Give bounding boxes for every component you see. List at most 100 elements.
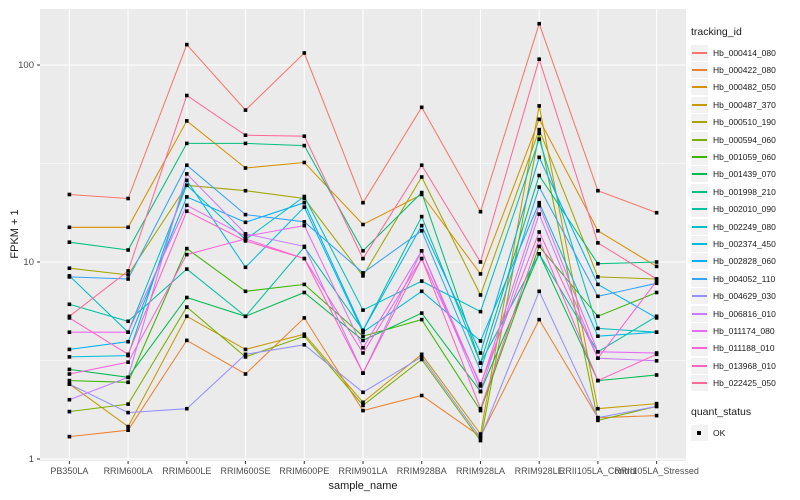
legend-item-Hb_000487_370: Hb_000487_370 [691, 96, 799, 113]
data-point [126, 319, 130, 324]
data-point [478, 438, 483, 443]
data-point [361, 222, 365, 227]
data-point [302, 134, 307, 138]
data-point [419, 279, 424, 283]
data-point [67, 347, 72, 352]
data-point [537, 252, 541, 256]
data-point [654, 373, 659, 377]
data-point [361, 334, 365, 338]
data-point [185, 141, 189, 146]
legend-item-Hb_001998_210: Hb_001998_210 [691, 183, 799, 200]
data-point [243, 237, 248, 241]
legend-item-Hb_022425_050: Hb_022425_050 [691, 374, 799, 392]
legend-key [691, 166, 708, 183]
data-point [67, 409, 72, 414]
data-point [243, 372, 248, 376]
data-point [419, 355, 424, 359]
line-swatch-icon [692, 121, 707, 124]
data-point [302, 290, 307, 295]
legend-item-Hb_013968_010: Hb_013968_010 [691, 357, 799, 374]
data-point [596, 356, 600, 360]
data-point [596, 378, 600, 383]
data-point [126, 330, 130, 334]
legend-key [691, 62, 708, 79]
data-point [361, 249, 365, 253]
data-point [126, 273, 130, 277]
line-swatch-icon [692, 156, 707, 159]
legend-item-label: Hb_000510_190 [713, 117, 776, 128]
data-point [654, 401, 659, 406]
data-point [596, 275, 600, 279]
data-point [302, 282, 307, 287]
data-point [302, 196, 307, 201]
line-swatch-icon [692, 69, 707, 72]
data-point [537, 21, 541, 26]
data-point [67, 434, 72, 439]
data-point [478, 351, 483, 355]
point-marker-icon [697, 430, 701, 435]
data-point [302, 194, 307, 199]
data-point [478, 293, 483, 297]
legend-item-Hb_000594_060: Hb_000594_060 [691, 131, 799, 148]
data-point [185, 172, 189, 176]
y-tick-label: 100 [18, 60, 34, 71]
data-point [243, 234, 248, 239]
data-point [243, 239, 248, 243]
line-swatch-icon [692, 295, 707, 298]
data-point [126, 424, 130, 429]
line-swatch-icon [692, 364, 707, 367]
legend-item-label: Hb_001998_210 [713, 186, 776, 197]
data-point [185, 183, 189, 188]
data-point [126, 360, 130, 364]
data-point [302, 205, 307, 209]
data-point [302, 143, 307, 148]
data-point [654, 290, 659, 295]
data-point [67, 266, 72, 270]
data-point [537, 289, 541, 294]
data-point [654, 359, 659, 363]
data-point [126, 352, 130, 357]
legend-item-Hb_004629_030: Hb_004629_030 [691, 287, 799, 305]
legend-item-label: Hb_022425_050 [713, 378, 776, 389]
data-point [67, 378, 72, 383]
data-point [361, 308, 365, 312]
line-swatch-icon [692, 225, 707, 228]
data-point [302, 160, 307, 165]
data-point [654, 281, 659, 286]
data-point [361, 200, 365, 205]
data-point [654, 316, 659, 320]
data-point [361, 390, 365, 395]
data-point [419, 393, 424, 398]
legend-key [691, 201, 708, 218]
data-point [126, 339, 130, 344]
data-point [419, 163, 424, 167]
legend-item-Hb_002010_090: Hb_002010_090 [691, 201, 799, 218]
legend-item-label: Hb_013968_010 [713, 360, 776, 371]
data-point [185, 195, 189, 199]
x-tick-label: RRIM928BA [397, 466, 447, 476]
legend-item-Hb_000482_050: Hb_000482_050 [691, 79, 799, 96]
legend-item-Hb_001439_070: Hb_001439_070 [691, 166, 799, 183]
data-point [537, 185, 541, 189]
data-point [419, 223, 424, 228]
data-point [478, 432, 483, 436]
data-point [419, 175, 424, 179]
data-point [537, 117, 541, 122]
line-swatch-icon [692, 260, 707, 263]
data-point [185, 267, 189, 271]
line-swatch-icon [692, 86, 707, 89]
legend-item-label: Hb_001439_070 [713, 169, 776, 180]
data-point [67, 382, 72, 386]
data-point [361, 351, 365, 355]
data-point [361, 400, 365, 405]
data-point [302, 51, 307, 55]
x-tick-label: RRIM928LE [515, 466, 564, 476]
data-point [419, 357, 424, 362]
data-point [596, 282, 600, 287]
data-point [302, 316, 307, 320]
data-point [537, 131, 541, 136]
data-point [361, 408, 365, 413]
data-point [361, 256, 365, 261]
legend-key [691, 305, 708, 322]
data-point [596, 326, 600, 331]
